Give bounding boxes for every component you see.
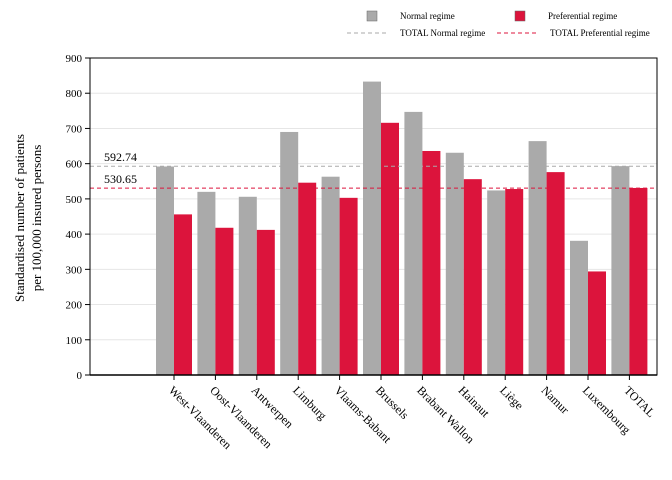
legend-item-total-preferential-regime: TOTAL Preferential regime (497, 28, 650, 38)
legend-swatch (514, 10, 526, 22)
y-tick-label: 700 (66, 123, 83, 135)
bar-preferential (174, 214, 192, 375)
bar-normal (404, 111, 423, 375)
bar-normal (197, 191, 216, 375)
legend-label: Preferential regime (548, 11, 617, 21)
bar-preferential (339, 197, 358, 375)
bars (156, 81, 648, 376)
category-label: Liège (497, 383, 526, 412)
category-label: Namur (538, 383, 571, 416)
legend-item-normal-regime: Normal regime (366, 10, 455, 22)
bar-normal (280, 131, 299, 375)
y-tick-label: 400 (66, 229, 83, 241)
y-tick-label: 100 (66, 335, 83, 347)
reference-lines: 592.74 530.65 (90, 150, 657, 189)
legend-label: TOTAL Normal regime (400, 28, 485, 38)
bar-preferential (505, 189, 524, 375)
bar-normal (156, 166, 174, 375)
category-label: Limburg (290, 383, 329, 422)
bar-normal (570, 240, 588, 375)
bar-preferential (629, 187, 648, 375)
y-tick-label: 800 (66, 88, 83, 100)
bar-normal (611, 166, 630, 375)
legend-swatch (366, 10, 378, 22)
bar-normal (487, 190, 506, 375)
x-axis: West-VlaanderenOost-VlaanderenAntwerpenL… (90, 374, 658, 452)
y-tick-label: 500 (66, 194, 83, 206)
y-tick-label: 200 (66, 300, 83, 312)
bar-normal (363, 81, 381, 376)
category-label: Hainaut (456, 383, 493, 420)
y-tick-label: 0 (77, 370, 83, 382)
y-axis: 0 100 200 300 400 500 600 700 800 900 (66, 53, 90, 382)
legend-item-preferential-regime: Preferential regime (514, 10, 617, 22)
y-tick-label: 900 (66, 53, 83, 65)
plot-frame (89, 57, 658, 376)
bar-normal (528, 141, 547, 375)
y-axis-label-line-2: per 100,000 insured persons (29, 145, 44, 292)
bar-preferential (463, 179, 482, 375)
y-tick-label: 600 (66, 159, 83, 171)
bar-preferential (215, 227, 234, 375)
bar-preferential (422, 150, 441, 375)
bar-preferential (588, 271, 606, 375)
bar-normal (321, 176, 340, 375)
legend-label: Normal regime (400, 11, 455, 21)
category-label: TOTAL (621, 383, 658, 420)
bar-preferential (256, 229, 275, 375)
bar-normal (445, 152, 464, 375)
y-tick-label: 300 (66, 264, 83, 276)
reference-line-label: 530.65 (104, 172, 137, 186)
bar-preferential (381, 122, 399, 375)
reference-line-label: 592.74 (104, 150, 137, 164)
legend-label: TOTAL Preferential regime (550, 28, 650, 38)
bar-normal (238, 196, 257, 375)
y-axis-label-line-1: Standardised number of patients (12, 134, 27, 302)
legend: Normal regime Preferential regime TOTAL No… (347, 10, 650, 38)
bar-preferential (546, 172, 565, 375)
legend-item-total-normal-regime: TOTAL Normal regime (347, 28, 485, 38)
category-label: Brussels (373, 383, 412, 422)
bar-preferential (298, 182, 317, 375)
